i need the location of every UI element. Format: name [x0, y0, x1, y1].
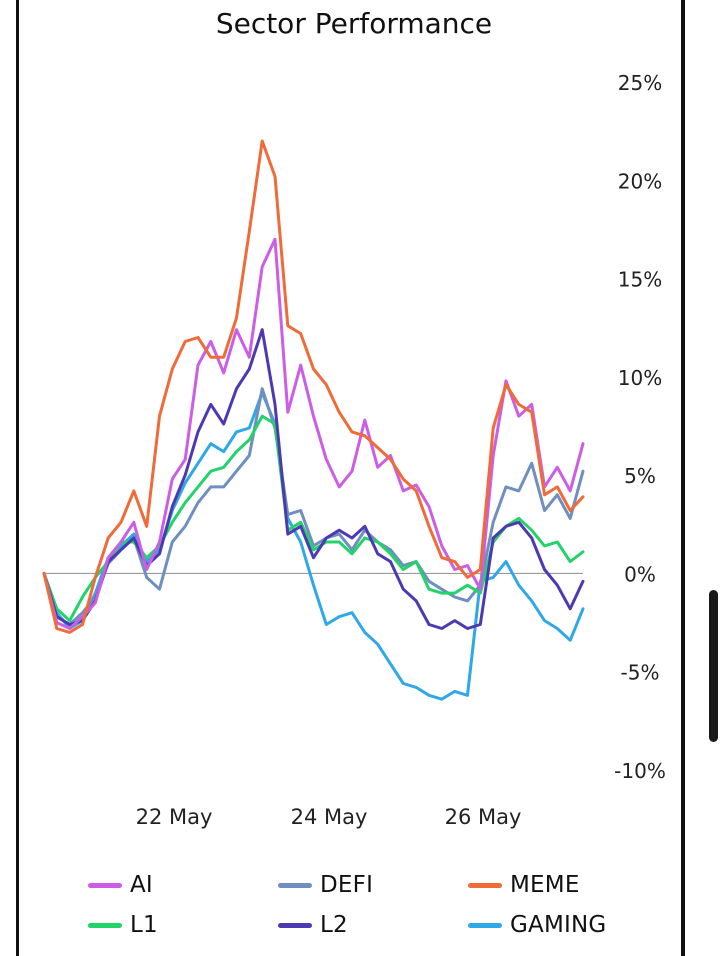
legend-label-meme: MEME — [510, 872, 580, 898]
series-line-gaming — [42, 391, 585, 701]
y-tick-label: -10% — [614, 759, 666, 783]
legend-swatch-l1 — [88, 922, 122, 928]
legend-item-defi[interactable]: DEFI — [278, 872, 373, 898]
legend-swatch-defi — [278, 882, 312, 888]
series-line-l2 — [42, 328, 585, 630]
x-tick-label: 24 May — [291, 805, 368, 829]
legend-item-l2[interactable]: L2 — [278, 912, 348, 938]
legend-label-l1: L1 — [130, 912, 158, 938]
y-tick-label: 5% — [624, 464, 656, 488]
legend-swatch-ai — [88, 882, 122, 888]
device-frame — [16, 0, 685, 956]
scrollbar[interactable] — [709, 590, 718, 742]
x-tick-label: 22 May — [136, 805, 213, 829]
legend-item-l1[interactable]: L1 — [88, 912, 158, 938]
legend-swatch-gaming — [468, 922, 502, 928]
y-tick-label: -5% — [621, 661, 660, 685]
series-line-meme — [42, 139, 585, 634]
series-line-ai — [42, 237, 585, 630]
y-tick-label: 0% — [624, 562, 656, 586]
legend-swatch-meme — [468, 882, 502, 888]
y-tick-label: 25% — [618, 71, 662, 95]
legend-label-l2: L2 — [320, 912, 348, 938]
chart-title: Sector Performance — [216, 7, 492, 40]
legend-item-ai[interactable]: AI — [88, 872, 153, 898]
legend-label-defi: DEFI — [320, 872, 374, 898]
legend-item-meme[interactable]: MEME — [468, 872, 580, 898]
legend-item-gaming[interactable]: GAMING — [468, 912, 606, 938]
y-tick-label: 10% — [618, 366, 662, 390]
y-tick-label: 15% — [618, 268, 662, 292]
legend-label-ai: AI — [130, 872, 153, 898]
y-tick-label: 20% — [618, 169, 662, 193]
legend-label-gaming: GAMING — [510, 912, 607, 938]
legend-swatch-l2 — [278, 922, 312, 928]
x-tick-label: 26 May — [445, 805, 522, 829]
